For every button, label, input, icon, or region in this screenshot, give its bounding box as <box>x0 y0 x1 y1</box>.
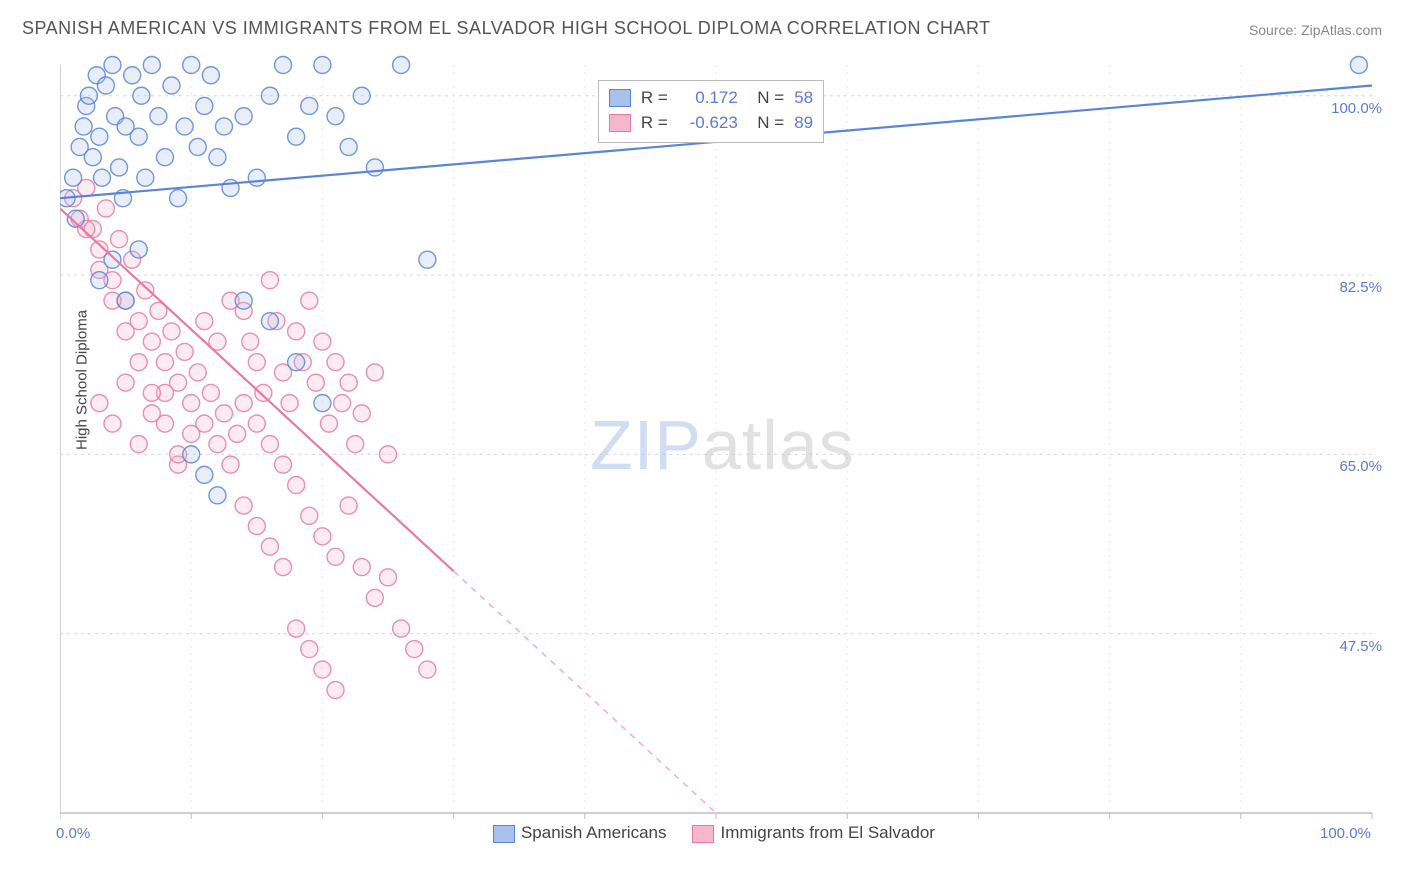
series-legend: Spanish Americans Immigrants from El Salv… <box>493 823 935 843</box>
legend-item: Spanish Americans <box>493 823 667 843</box>
legend-swatch <box>609 89 631 107</box>
y-tick-label: 100.0% <box>1331 100 1382 117</box>
chart-container: SPANISH AMERICAN VS IMMIGRANTS FROM EL S… <box>0 0 1406 892</box>
x-tick-label: 100.0% <box>1320 825 1371 842</box>
scatter-chart <box>60 55 1380 845</box>
plot-area: High School Diploma ZIPatlas R = 0.172 N… <box>60 55 1380 845</box>
legend-swatch <box>493 825 515 843</box>
chart-title: SPANISH AMERICAN VS IMMIGRANTS FROM EL S… <box>22 18 991 39</box>
legend-swatch <box>609 114 631 132</box>
y-tick-label: 65.0% <box>1339 458 1382 475</box>
y-tick-label: 82.5% <box>1339 279 1382 296</box>
legend-swatch <box>692 825 714 843</box>
x-tick-label: 0.0% <box>56 825 90 842</box>
correlation-legend: R = 0.172 N = 58R = -0.623 N = 89 <box>598 80 824 143</box>
legend-item: Immigrants from El Salvador <box>692 823 934 843</box>
source-attribution: Source: ZipAtlas.com <box>1249 22 1382 38</box>
legend-row: R = 0.172 N = 58 <box>609 85 813 111</box>
y-tick-label: 47.5% <box>1339 638 1382 655</box>
y-axis-label: High School Diploma <box>74 310 91 450</box>
legend-row: R = -0.623 N = 89 <box>609 110 813 136</box>
